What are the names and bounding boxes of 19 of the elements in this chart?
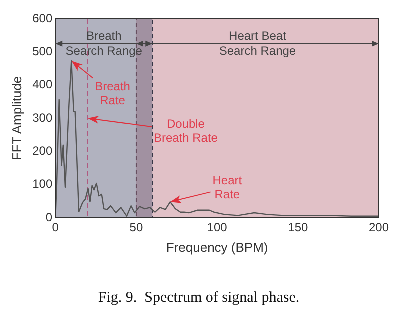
y-tick-label: 600 [32, 11, 53, 26]
band-label: Heart Beat Search Range [219, 29, 296, 58]
y-axis-title: FFT Amplitude [9, 76, 24, 161]
band-label: Breath Search Range [66, 29, 143, 58]
annotation: Breath Rate [95, 79, 130, 108]
x-axis-title: Frequency (BPM) [166, 240, 268, 255]
y-tick-label: 400 [32, 78, 53, 92]
annotation: Double Breath Rate [154, 116, 218, 145]
x-tick-label: 50 [130, 220, 144, 235]
caption: Fig. 9. Spectrum of signal phase. [98, 290, 300, 306]
x-tick-label: 100 [207, 220, 228, 235]
y-tick-label: 100 [32, 177, 53, 192]
x-tick-label: 200 [368, 220, 390, 235]
y-tick-label: 300 [32, 110, 53, 125]
x-tick-label: 150 [288, 220, 308, 235]
y-tick-label: 0 [46, 210, 53, 224]
y-tick-label: 500 [32, 44, 53, 58]
annotation: Heart Rate [212, 173, 243, 202]
y-tick-label: 200 [32, 144, 53, 158]
